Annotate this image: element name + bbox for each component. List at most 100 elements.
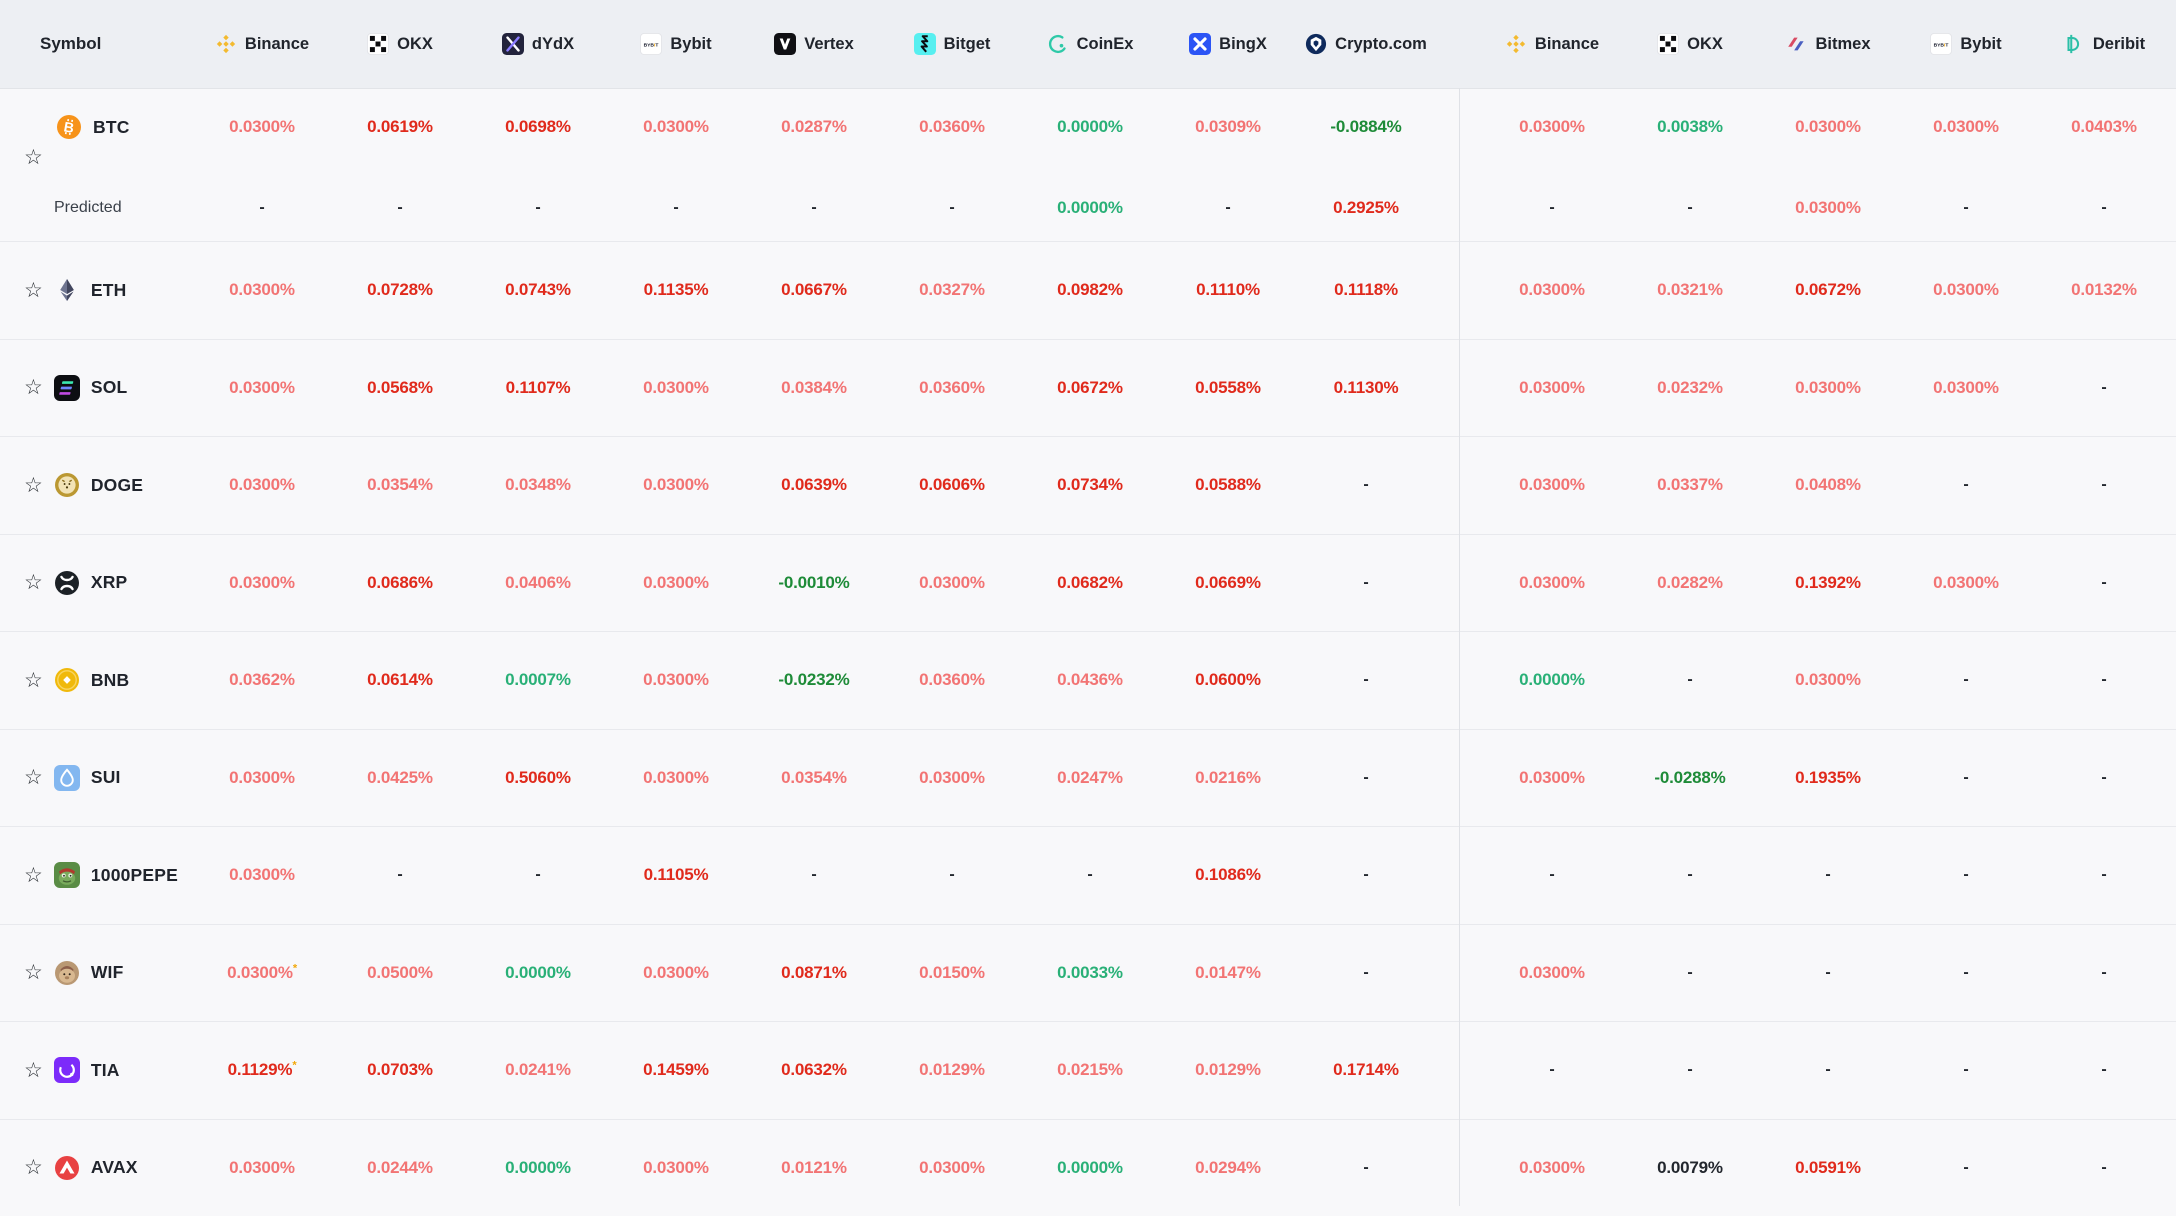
rate-value: 0.0300% [229,378,295,397]
favorite-star-icon[interactable]: ☆ [24,1060,43,1081]
rate-asterisk: * [292,1060,296,1072]
no-data-dash: - [1687,671,1692,688]
rate-cell: 0.0300% [607,378,745,398]
okx-icon [1657,33,1679,55]
symbol-cell: ☆ETH [0,277,193,303]
rate-cell: 0.0232% [1621,378,1759,398]
rate-value: 0.0147% [1195,963,1261,982]
no-data-dash: - [1549,199,1554,216]
rate-value: 0.0300% [1933,280,1999,299]
favorite-star-icon[interactable]: ☆ [24,767,43,788]
bybit-icon: BYBIT [640,33,662,55]
rate-cell: - [883,199,1021,217]
rate-value: 0.0300% [229,573,295,592]
rate-value: 0.1130% [1334,378,1399,397]
coin-icon-avax [54,1155,80,1181]
rate-cell: 0.1130% [1297,378,1435,398]
no-data-dash: - [2101,769,2106,786]
rate-cell: 0.1086% [1159,865,1297,885]
favorite-star-icon[interactable]: ☆ [24,865,43,886]
rate-cell: 0.0244% [331,1158,469,1178]
group-divider-line [1459,88,1460,1206]
rate-cell: 0.1110% [1159,280,1297,300]
rate-cell: 0.0129% [883,1060,1021,1080]
rate-value: 0.0300% [1519,117,1585,136]
rate-value: 0.0425% [367,768,433,787]
no-data-dash: - [2101,671,2106,688]
no-data-dash: - [2101,379,2106,396]
favorite-star-icon[interactable]: ☆ [24,962,43,983]
favorite-star-icon[interactable]: ☆ [24,377,43,398]
no-data-dash: - [1687,964,1692,981]
no-data-dash: - [397,199,402,216]
rate-value: 0.0300% [1519,1158,1585,1177]
rate-cell: - [1897,1061,2035,1079]
rate-cell: 0.1135% [607,280,745,300]
rate-value: -0.0010% [778,573,849,592]
rate-value: 0.0038% [1657,117,1723,136]
rate-cell: 0.0619% [331,117,469,137]
rate-value: 0.0300% [1933,378,1999,397]
rate-cell: 0.0241% [469,1060,607,1080]
rate-cell: 0.0743% [469,280,607,300]
rate-cell: - [1483,1061,1621,1079]
favorite-star-icon[interactable]: ☆ [24,670,43,691]
rate-value: 0.0300% [1795,670,1861,689]
rate-value: 0.0300% [643,1158,709,1177]
favorite-star-icon[interactable]: ☆ [24,1157,43,1178]
favorite-star-icon[interactable]: ☆ [24,475,43,496]
favorite-star-icon[interactable]: ☆ [24,280,43,301]
rate-value: 0.1118% [1334,280,1398,299]
rate-value: 0.0600% [1195,670,1261,689]
symbol-column-header: Symbol [0,34,193,54]
no-data-dash: - [259,199,264,216]
rate-value: 0.0500% [367,963,433,982]
no-data-dash: - [1363,866,1368,883]
rate-value: 0.0300% [229,475,295,494]
rate-cell: 0.0672% [1759,280,1897,300]
no-data-dash: - [2101,1159,2106,1176]
rate-value: 0.0682% [1057,573,1123,592]
symbol-cell: ☆SOL [0,375,193,401]
rate-cell: - [745,199,883,217]
no-data-dash: - [1963,199,1968,216]
rate-value: -0.0232% [778,670,849,689]
no-data-dash: - [1363,574,1368,591]
rate-cell: - [1297,964,1435,982]
rate-cell: - [331,866,469,884]
rate-cell: 0.0337% [1621,475,1759,495]
rate-cell: - [2035,1159,2173,1177]
rate-cell: 0.0300% [193,865,331,885]
column-header-bingx: BingX [1159,33,1297,55]
no-data-dash: - [535,199,540,216]
rate-value: 0.0000% [505,963,571,982]
rate-cell: 0.0247% [1021,768,1159,788]
no-data-dash: - [1549,1061,1554,1078]
rate-value: 0.0360% [919,378,985,397]
rate-value: 0.0639% [781,475,847,494]
favorite-star-icon[interactable]: ☆ [24,147,43,168]
rate-cell: - [1897,866,2035,884]
rate-cell: - [331,199,469,217]
rate-value: 0.0300% [643,573,709,592]
bybit-icon: BYBIT [1930,33,1952,55]
rate-value: 0.0300% [229,280,295,299]
rate-cell: 0.0300% [193,475,331,495]
column-header-label: Vertex [804,35,854,54]
rate-cell: 0.0300% [193,768,331,788]
favorite-star-icon[interactable]: ☆ [24,572,43,593]
rate-cell: - [2035,379,2173,397]
